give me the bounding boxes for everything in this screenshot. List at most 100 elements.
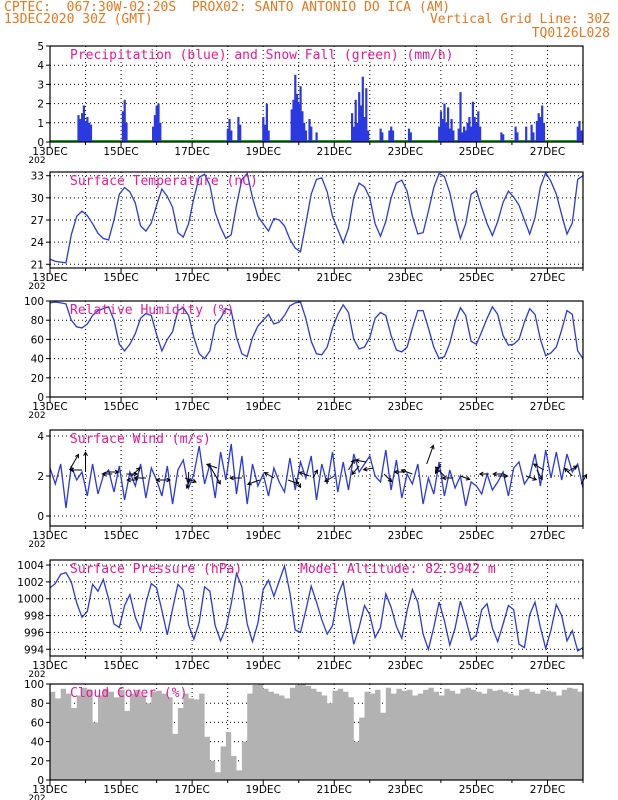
precip-bar — [447, 107, 450, 142]
wind-arrow-head — [350, 459, 355, 464]
precip-bar — [352, 126, 355, 142]
precip-bar — [578, 120, 581, 142]
y-tick-label: 100 — [24, 679, 44, 691]
y-tick-label: 2 — [37, 99, 44, 111]
x-tick-label: 15DEC — [103, 784, 138, 796]
wind-arrow — [580, 473, 588, 485]
wind-arrow — [351, 465, 360, 476]
x-tick-label: 25DEC — [459, 660, 494, 672]
precip-bar — [153, 115, 156, 142]
wind-arrow-head — [101, 471, 107, 477]
x-tick-label: 27DEC — [530, 530, 565, 542]
precip-bar — [576, 126, 579, 142]
wind-arrow — [434, 463, 442, 475]
wind-arrow-shaft — [299, 471, 310, 477]
wind-arrow-head — [185, 484, 191, 490]
y-tick-label: 30 — [31, 193, 44, 205]
precip-bar — [125, 122, 128, 142]
precip-bar — [237, 117, 240, 142]
wind-arrow-head — [313, 469, 318, 475]
pres-frame — [49, 559, 584, 657]
wind-arrow-shaft — [566, 465, 578, 473]
precip-bar — [265, 103, 268, 142]
precip-bar — [448, 128, 451, 142]
wind-arrow-head — [400, 468, 406, 474]
wind-arrow — [186, 472, 191, 484]
x-tick-label: 23DEC — [388, 660, 423, 672]
panel-title: Relative Humidity (%) — [70, 303, 234, 318]
wind-arrow-shaft — [348, 459, 355, 471]
temp-panel: 21 24 27 30 33 13DEC 15DEC 17DEC 19DEC 21DEC 23DEC… — [28, 171, 584, 292]
wind-arrow-shaft — [580, 474, 588, 485]
precip-bar — [230, 130, 233, 142]
wind-arrow-head — [155, 477, 161, 483]
x-tick-label: 27DEC — [530, 660, 565, 672]
panel-title: Surface Pressure (hPa) — [70, 562, 242, 577]
wind-arrow-head — [354, 458, 360, 463]
x-tick-label: 25DEC — [459, 784, 494, 796]
wind-arrow-head — [323, 477, 329, 482]
wind-arrow-shaft — [209, 465, 221, 485]
precip-bar — [84, 120, 87, 142]
wind-arrow-head — [563, 467, 569, 473]
cloud-panel: 0 20 40 60 80 100 13DEC 15DEC 17DEC 19DEC 21DEC 23D… — [24, 679, 584, 800]
wind-arrow-shaft — [324, 475, 335, 482]
y-tick-label: 24 — [31, 237, 45, 249]
y-tick-label: 27 — [31, 215, 44, 227]
wind-arrow-head — [434, 469, 440, 475]
header-model-id: TQ0126L028 — [531, 26, 610, 41]
precip-bar — [381, 132, 384, 142]
wind-frame — [49, 429, 584, 527]
precip-bar — [81, 113, 84, 142]
wind-arrow-shaft — [247, 479, 260, 485]
x-tick-label: 19DEC — [245, 660, 280, 672]
wind-arrow-head — [351, 470, 357, 476]
precip-bar — [379, 128, 382, 142]
wind-arrow — [209, 465, 221, 485]
precip-bar — [390, 126, 393, 142]
wind-arrow-shaft — [206, 463, 218, 469]
precip-bar — [466, 122, 469, 142]
wind-arrow — [69, 453, 80, 471]
wind-arrow-head — [532, 463, 538, 468]
precip-bar — [296, 94, 299, 142]
wind-arrow-shaft — [186, 477, 191, 489]
precip-bar — [391, 130, 395, 142]
wind-arrow-head — [503, 473, 509, 479]
wind-arrow-shaft — [351, 465, 360, 475]
wind-arrow-head — [74, 453, 80, 459]
precip-bar — [525, 126, 528, 142]
precip-bar — [359, 105, 363, 142]
wind-arrow-head — [205, 463, 211, 468]
wind-arrow — [348, 459, 355, 471]
wind-arrow-head — [69, 467, 75, 473]
wind-arrow-head — [492, 471, 497, 477]
x-year-label: 202 — [28, 540, 45, 550]
wind-arrow-head — [133, 475, 139, 481]
temp-series-line — [49, 171, 584, 264]
y-tick-label: 0 — [37, 511, 44, 523]
precip-bar — [310, 126, 313, 142]
x-tick-label: 13DEC — [32, 530, 67, 542]
precip-bar — [457, 128, 460, 142]
temp-frame — [49, 171, 584, 269]
y-tick-label: 1 — [37, 118, 44, 130]
x-tick-label: 23DEC — [388, 401, 423, 413]
panel-title: Precipitation (blue) and Snow Fall (gree… — [70, 48, 454, 63]
x-tick-label: 15DEC — [103, 660, 138, 672]
wind-arrow — [229, 475, 242, 481]
precip-bar — [441, 119, 444, 142]
wind-arrow — [263, 472, 275, 479]
precip-bar — [361, 76, 364, 142]
precip-bar — [363, 117, 366, 142]
y-tick-label: 2 — [37, 471, 44, 483]
wind-arrow-head — [229, 475, 234, 481]
panel-title: Surface Wind (m/s) — [70, 432, 211, 447]
precip-bar — [477, 111, 480, 142]
x-tick-label: 23DEC — [388, 146, 423, 158]
precip-bar — [445, 122, 448, 142]
wind-arrow-head — [246, 480, 252, 486]
x-tick-label: 13DEC — [32, 784, 67, 796]
x-tick-label: 27DEC — [530, 146, 565, 158]
wind-arrow-shaft — [264, 472, 275, 479]
